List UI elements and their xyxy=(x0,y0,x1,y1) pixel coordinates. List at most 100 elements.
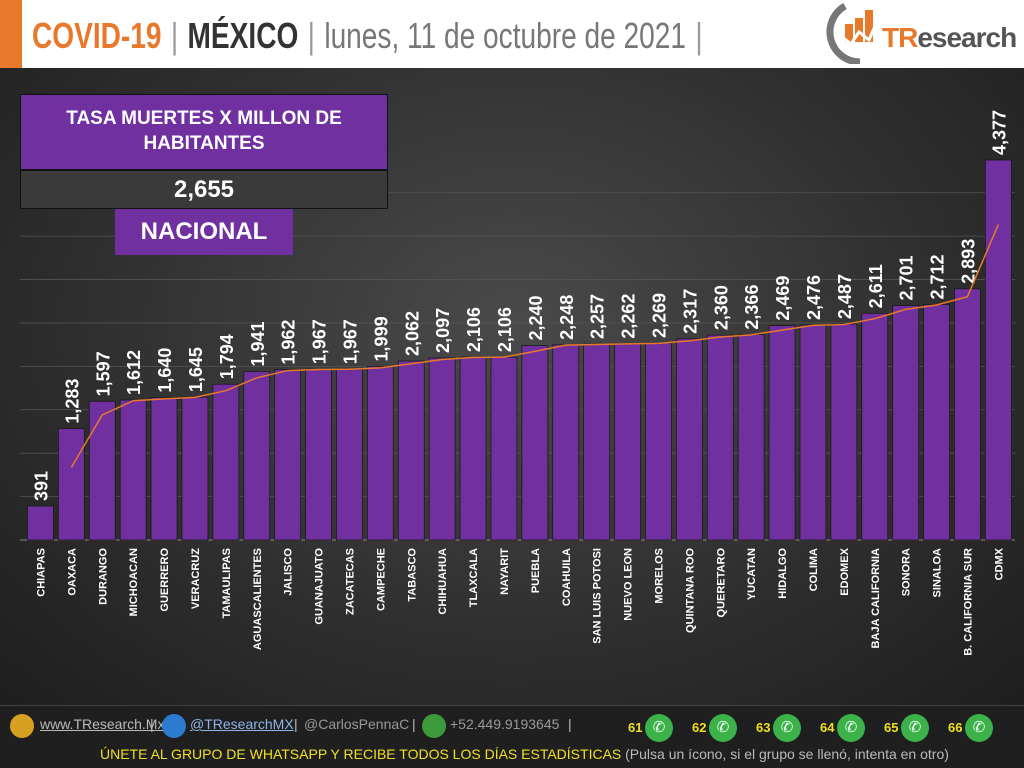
category-label: ZACATECAS xyxy=(344,548,356,615)
bar-yucatan xyxy=(737,334,765,541)
bar-aguascalientes xyxy=(243,371,271,541)
category-label: CDMX xyxy=(993,547,1005,580)
group-number: 64 xyxy=(820,720,835,735)
whatsapp-cta: ÚNETE AL GRUPO DE WHATSAPP Y RECIBE TODO… xyxy=(100,746,949,762)
separator: | xyxy=(568,716,572,732)
separator: | xyxy=(412,716,416,732)
logo-text: TResearch xyxy=(882,22,1017,54)
category-label: TLAXCALA xyxy=(468,548,480,607)
data-label: 2,262 xyxy=(619,294,639,339)
twitter-icon[interactable] xyxy=(162,714,186,738)
bar-nayarit xyxy=(490,356,518,541)
title-date: lunes, 11 de octubre de 2021 xyxy=(324,14,687,56)
data-label: 2,893 xyxy=(958,239,978,284)
data-label: 2,106 xyxy=(464,307,484,352)
website-link[interactable]: www.TResearch.Mx xyxy=(40,716,165,732)
separator: | xyxy=(294,716,298,732)
category-label: SONORA xyxy=(901,548,913,596)
bar-durango xyxy=(88,400,116,541)
title-country: MÉXICO xyxy=(187,14,299,56)
bar-tlaxcala xyxy=(459,356,487,541)
bar-tamaulipas xyxy=(212,383,240,541)
group-number: 66 xyxy=(948,720,963,735)
category-label: TABASCO xyxy=(406,548,418,602)
summary-title: TASA MUERTES X MILLON DE HABITANTES xyxy=(20,94,388,170)
page-title: COVID-19 | MÉXICO | lunes, 11 de octubre… xyxy=(32,8,712,63)
bar-zacatecas xyxy=(336,368,363,541)
bar-chiapas xyxy=(27,505,54,541)
category-label: AGUASCALIENTES xyxy=(252,548,264,650)
bar-san-luis-potosi xyxy=(583,343,611,541)
separator: | xyxy=(170,14,179,56)
data-label: 1,941 xyxy=(248,321,268,366)
bar-coahuila xyxy=(552,344,580,541)
data-label: 2,248 xyxy=(557,295,577,340)
whatsapp-icon[interactable]: ✆ xyxy=(645,714,673,742)
bar-nuevo-leon xyxy=(614,343,641,541)
whatsapp-icon[interactable]: ✆ xyxy=(901,714,929,742)
separator: | xyxy=(695,14,703,56)
category-label: GUANAJUATO xyxy=(314,548,326,625)
data-label: 2,097 xyxy=(433,308,453,353)
bar-guerrero xyxy=(150,397,178,541)
data-label: 2,106 xyxy=(495,307,515,352)
category-label: HIDALGO xyxy=(777,548,789,599)
data-label: 1,999 xyxy=(371,316,391,361)
whatsapp-icon[interactable]: ✆ xyxy=(773,714,801,742)
category-label: DURANGO xyxy=(97,548,109,605)
whatsapp-icon[interactable]: ✆ xyxy=(837,714,865,742)
group-number: 63 xyxy=(756,720,771,735)
group-number: 61 xyxy=(628,720,643,735)
category-label: SAN LUIS POTOSI xyxy=(592,548,604,644)
category-label: VERACRUZ xyxy=(190,548,202,609)
group-number: 62 xyxy=(692,720,707,735)
data-label: 1,967 xyxy=(310,319,330,364)
logo-text-accent: TR xyxy=(882,22,918,53)
category-label: QUERETARO xyxy=(715,548,727,618)
summary-value: 2,655 xyxy=(20,170,388,209)
category-label: OAXACA xyxy=(66,548,78,596)
data-label: 2,469 xyxy=(773,276,793,321)
bar-michoacan xyxy=(119,399,147,541)
bar-oaxaca xyxy=(57,428,85,541)
whatsapp-icon[interactable]: ✆ xyxy=(709,714,737,742)
data-label: 1,794 xyxy=(217,334,237,379)
bar-sinaloa xyxy=(923,304,950,541)
bar-hidalgo xyxy=(768,325,796,541)
category-label: COLIMA xyxy=(808,548,820,591)
category-label: B. CALIFORNIA SUR xyxy=(962,548,974,656)
twitter-link[interactable]: @TResearchMX xyxy=(190,716,294,732)
bar-baja-california xyxy=(861,312,889,541)
user-handle: @CarlosPennaC xyxy=(304,716,410,732)
group-number: 65 xyxy=(884,720,899,735)
cta-text: ÚNETE AL GRUPO DE WHATSAPP Y RECIBE TODO… xyxy=(100,746,622,762)
category-label: MORELOS xyxy=(653,548,665,604)
data-label: 2,366 xyxy=(742,285,762,330)
bar-jalisco xyxy=(274,369,302,541)
category-label: BAJA CALIFORNIA xyxy=(870,548,882,648)
category-label: COAHUILA xyxy=(561,548,573,606)
category-label: SINALOA xyxy=(932,548,944,598)
cta-note: (Pulsa un ícono, si el grupo se llenó, i… xyxy=(625,746,949,762)
data-label: 2,269 xyxy=(649,293,669,338)
bar-edomex xyxy=(830,323,858,541)
data-label: 2,712 xyxy=(928,255,948,300)
phone-icon xyxy=(422,714,446,738)
whatsapp-icon[interactable]: ✆ xyxy=(965,714,993,742)
accent-bar xyxy=(0,0,22,68)
bar-b-california-sur xyxy=(954,288,981,541)
data-label: 1,612 xyxy=(124,350,144,395)
separator: | xyxy=(150,716,154,732)
category-label: TAMAULIPAS xyxy=(221,548,233,618)
trendline xyxy=(70,224,1000,468)
bar-veracruz xyxy=(181,396,209,541)
data-label: 2,240 xyxy=(526,295,546,340)
data-label: 2,317 xyxy=(680,289,700,334)
data-label: 1,283 xyxy=(62,379,82,424)
logo-text-rest: esearch xyxy=(917,22,1017,53)
bar-guanajuato xyxy=(305,368,332,541)
category-label: GUERRERO xyxy=(159,548,171,612)
category-label: PUEBLA xyxy=(530,548,542,593)
data-label: 4,377 xyxy=(989,110,1009,155)
data-label: 2,062 xyxy=(402,311,422,356)
